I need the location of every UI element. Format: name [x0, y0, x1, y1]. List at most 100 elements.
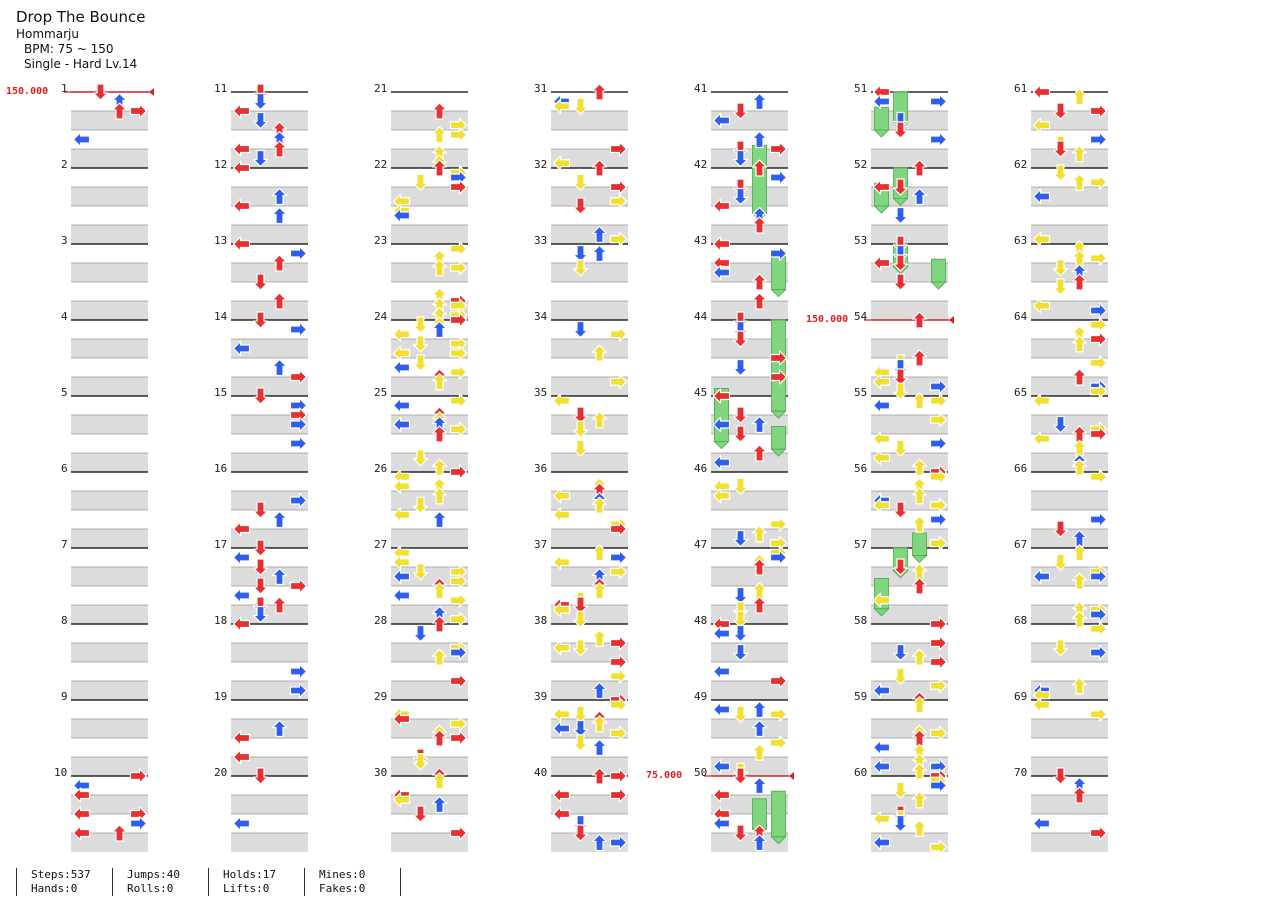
arrow-left-shape	[72, 825, 91, 841]
arrow-left-shape	[232, 160, 251, 176]
beat-stripe	[1031, 491, 1108, 510]
beat-stripe	[391, 491, 468, 510]
beat-stripe	[711, 833, 788, 852]
arrow-left-icon	[712, 388, 731, 404]
beat-stripe	[711, 681, 788, 700]
arrow-right-icon	[609, 141, 628, 157]
arrow-left-icon	[392, 711, 411, 727]
arrow-down-shape	[732, 425, 749, 443]
arrow-down-icon	[572, 596, 589, 614]
beat-stripe	[1031, 111, 1108, 130]
arrow-down-icon	[412, 496, 429, 514]
arrow-right-icon	[929, 725, 948, 741]
arrow-down-shape	[252, 111, 269, 130]
arrow-left-icon	[232, 587, 251, 604]
arrow-right-icon	[609, 654, 628, 670]
arrow-right-icon	[929, 469, 948, 485]
arrow-left-shape	[712, 198, 731, 214]
arrow-down-icon	[572, 97, 589, 115]
arrow-left-icon	[872, 682, 891, 699]
beat-stripe	[391, 377, 468, 396]
arrow-left-icon	[872, 93, 891, 110]
arrow-left-shape	[232, 141, 251, 157]
arrow-up-icon	[751, 833, 768, 852]
arrow-down-icon	[1052, 259, 1069, 277]
arrow-up-icon	[751, 159, 768, 177]
hold-tail-icon	[873, 129, 890, 138]
arrow-up-shape	[911, 159, 928, 177]
arrow-right-shape	[769, 706, 788, 722]
arrow-right-icon	[1089, 302, 1108, 319]
beat-stripe	[231, 757, 308, 776]
arrow-right-shape	[929, 93, 948, 110]
arrow-right-icon	[449, 241, 468, 257]
arrow-up-icon	[431, 259, 448, 277]
arrow-up-icon	[1071, 335, 1088, 353]
arrow-down-shape	[572, 320, 589, 339]
arrow-left-icon	[392, 792, 411, 808]
arrow-left-shape	[392, 507, 411, 523]
arrow-up-shape	[271, 510, 288, 529]
measure-number: 54	[854, 310, 868, 323]
measure-number: 52	[854, 158, 868, 171]
arrow-down-icon	[1052, 767, 1069, 785]
arrow-right-shape	[289, 492, 308, 509]
arrow-down-icon	[732, 624, 749, 643]
beat-stripe	[1031, 149, 1108, 168]
arrow-right-shape	[449, 179, 468, 195]
arrow-right-shape	[609, 374, 628, 390]
arrow-up-icon	[751, 743, 768, 761]
arrow-right-icon	[929, 635, 948, 651]
arrow-right-shape	[609, 326, 628, 342]
arrow-up-icon	[431, 487, 448, 505]
arrow-left-icon	[1032, 697, 1051, 713]
beat-stripe	[551, 453, 628, 472]
arrow-right-icon	[929, 511, 948, 528]
measure-number: 15	[214, 386, 228, 399]
beat-stripe	[71, 719, 148, 738]
arrow-left-shape	[712, 815, 731, 832]
beat-stripe	[711, 263, 788, 282]
beat-stripe	[711, 111, 788, 130]
beat-stripe	[71, 833, 148, 852]
arrow-down-shape	[892, 667, 909, 685]
arrow-down-shape	[572, 639, 589, 657]
arrow-left-shape	[872, 811, 891, 827]
arrow-right-shape	[929, 635, 948, 651]
arrow-up-shape	[431, 458, 448, 476]
arrow-right-icon	[1089, 568, 1108, 585]
arrow-up-icon	[911, 577, 928, 595]
arrow-up-shape	[591, 833, 608, 852]
beat-stripe	[231, 301, 308, 320]
beat-stripe	[551, 719, 628, 738]
arrow-down-shape	[572, 824, 589, 842]
arrow-down-shape	[572, 420, 589, 438]
arrow-down-icon	[572, 173, 589, 191]
song-title: Drop The Bounce	[16, 8, 146, 26]
beat-stripe	[551, 339, 628, 358]
arrow-up-icon	[431, 729, 448, 747]
arrow-right-icon	[609, 834, 628, 851]
arrow-up-shape	[1071, 610, 1088, 628]
arrow-right-shape	[449, 716, 468, 732]
arrow-up-icon	[431, 615, 448, 633]
measure-number: 56	[854, 462, 868, 475]
arrow-left-shape	[392, 326, 411, 342]
arrow-left-shape	[872, 431, 891, 447]
measure-number: 18	[214, 614, 228, 627]
arrow-left-shape	[232, 587, 251, 604]
arrow-left-shape	[232, 749, 251, 765]
arrow-left-icon	[552, 488, 571, 504]
arrow-up-shape	[751, 159, 768, 177]
arrow-right-icon	[289, 397, 308, 414]
arrow-left-icon	[392, 397, 411, 414]
beat-stripe	[551, 491, 628, 510]
arrow-up-icon	[1071, 173, 1088, 191]
arrow-left-shape	[1032, 117, 1051, 133]
arrow-up-shape	[1071, 368, 1088, 386]
measure-number: 60	[854, 766, 868, 779]
beat-stripe	[871, 263, 948, 282]
beat-stripe	[871, 605, 948, 624]
arrow-up-icon	[1071, 458, 1088, 476]
arrow-right-shape	[929, 131, 948, 148]
